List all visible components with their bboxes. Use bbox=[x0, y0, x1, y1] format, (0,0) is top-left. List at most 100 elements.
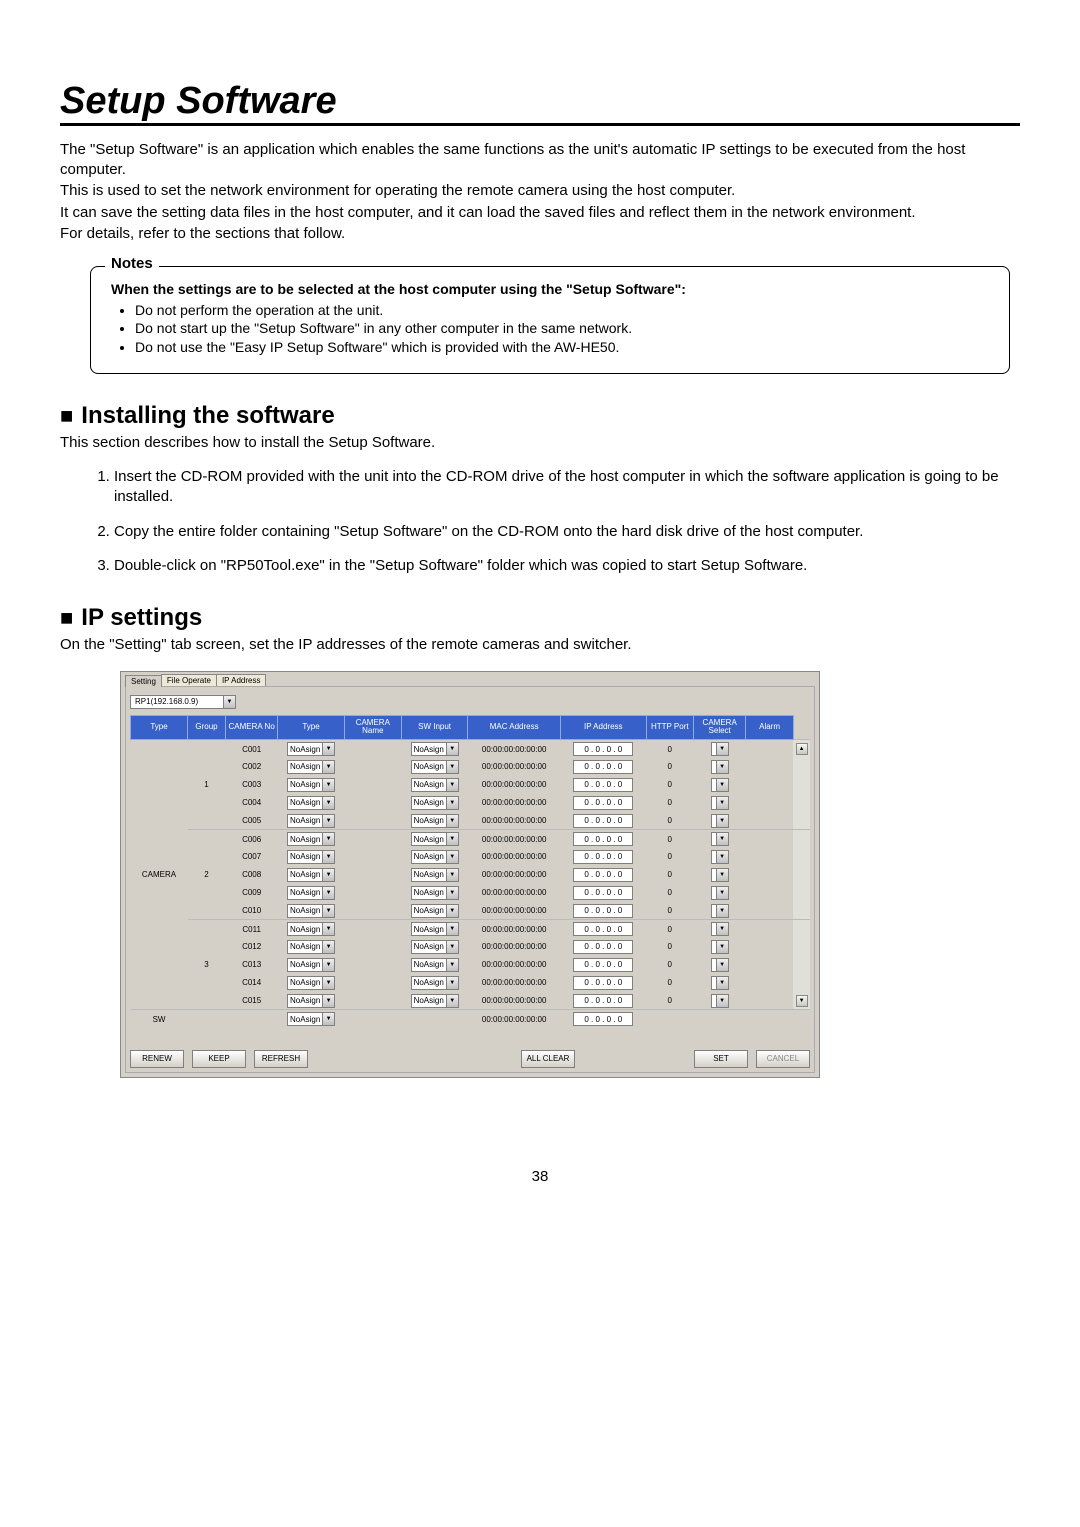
sw-input-select[interactable]: NoAsign▼ bbox=[411, 760, 459, 774]
ip-input[interactable]: 0 . 0 . 0 . 0 bbox=[573, 976, 633, 990]
ip-input[interactable]: 0 . 0 . 0 . 0 bbox=[573, 778, 633, 792]
chevron-down-icon[interactable]: ▼ bbox=[322, 887, 334, 899]
type-select[interactable]: NoAsign▼ bbox=[287, 976, 335, 990]
camera-select[interactable]: ▼ bbox=[711, 760, 729, 774]
chevron-down-icon[interactable]: ▼ bbox=[446, 761, 458, 773]
type-select[interactable]: NoAsign▼ bbox=[287, 904, 335, 918]
sw-input-select[interactable]: NoAsign▼ bbox=[411, 940, 459, 954]
type-select[interactable]: NoAsign▼ bbox=[287, 868, 335, 882]
sw-input-select[interactable]: NoAsign▼ bbox=[411, 994, 459, 1008]
ip-input[interactable]: 0 . 0 . 0 . 0 bbox=[573, 832, 633, 846]
ip-input[interactable]: 0 . 0 . 0 . 0 bbox=[573, 904, 633, 918]
sw-input-select[interactable]: NoAsign▼ bbox=[411, 886, 459, 900]
chevron-down-icon[interactable]: ▼ bbox=[322, 743, 334, 755]
ip-input[interactable]: 0 . 0 . 0 . 0 bbox=[573, 796, 633, 810]
chevron-down-icon[interactable]: ▼ bbox=[446, 977, 458, 989]
chevron-down-icon[interactable]: ▼ bbox=[322, 905, 334, 917]
type-select[interactable]: NoAsign▼ bbox=[287, 922, 335, 936]
chevron-down-icon[interactable]: ▼ bbox=[322, 851, 334, 863]
chevron-down-icon[interactable]: ▼ bbox=[446, 797, 458, 809]
renew-button[interactable]: RENEW bbox=[130, 1050, 184, 1068]
chevron-down-icon[interactable]: ▼ bbox=[716, 743, 728, 755]
chevron-down-icon[interactable]: ▼ bbox=[322, 779, 334, 791]
type-select[interactable]: NoAsign▼ bbox=[287, 1012, 335, 1026]
chevron-down-icon[interactable]: ▼ bbox=[322, 761, 334, 773]
ip-input[interactable]: 0 . 0 . 0 . 0 bbox=[573, 994, 633, 1008]
type-select[interactable]: NoAsign▼ bbox=[287, 796, 335, 810]
camera-select[interactable]: ▼ bbox=[711, 814, 729, 828]
rp-selector[interactable]: RP1(192.168.0.9) ▼ bbox=[130, 695, 236, 709]
chevron-down-icon[interactable]: ▼ bbox=[322, 797, 334, 809]
sw-input-select[interactable]: NoAsign▼ bbox=[411, 796, 459, 810]
camera-select[interactable]: ▼ bbox=[711, 886, 729, 900]
chevron-down-icon[interactable]: ▼ bbox=[716, 977, 728, 989]
ip-input[interactable]: 0 . 0 . 0 . 0 bbox=[573, 814, 633, 828]
camera-select[interactable]: ▼ bbox=[711, 832, 729, 846]
chevron-down-icon[interactable]: ▼ bbox=[446, 941, 458, 953]
chevron-down-icon[interactable]: ▼ bbox=[716, 923, 728, 935]
type-select[interactable]: NoAsign▼ bbox=[287, 742, 335, 756]
chevron-down-icon[interactable]: ▼ bbox=[716, 833, 728, 845]
sw-input-select[interactable]: NoAsign▼ bbox=[411, 958, 459, 972]
type-select[interactable]: NoAsign▼ bbox=[287, 886, 335, 900]
tab-setting[interactable]: Setting bbox=[125, 675, 162, 687]
chevron-down-icon[interactable]: ▼ bbox=[716, 869, 728, 881]
scroll-down-button[interactable]: ▼ bbox=[796, 995, 808, 1007]
sw-input-select[interactable]: NoAsign▼ bbox=[411, 742, 459, 756]
chevron-down-icon[interactable]: ▼ bbox=[446, 869, 458, 881]
camera-select[interactable]: ▼ bbox=[711, 976, 729, 990]
set-button[interactable]: SET bbox=[694, 1050, 748, 1068]
chevron-down-icon[interactable]: ▼ bbox=[322, 869, 334, 881]
tab-file-operate[interactable]: File Operate bbox=[161, 674, 217, 686]
chevron-down-icon[interactable]: ▼ bbox=[446, 995, 458, 1007]
chevron-down-icon[interactable]: ▼ bbox=[322, 995, 334, 1007]
chevron-down-icon[interactable]: ▼ bbox=[446, 851, 458, 863]
refresh-button[interactable]: REFRESH bbox=[254, 1050, 308, 1068]
sw-input-select[interactable]: NoAsign▼ bbox=[411, 850, 459, 864]
camera-select[interactable]: ▼ bbox=[711, 796, 729, 810]
camera-select[interactable]: ▼ bbox=[711, 868, 729, 882]
chevron-down-icon[interactable]: ▼ bbox=[446, 743, 458, 755]
ip-input[interactable]: 0 . 0 . 0 . 0 bbox=[573, 922, 633, 936]
type-select[interactable]: NoAsign▼ bbox=[287, 850, 335, 864]
chevron-down-icon[interactable]: ▼ bbox=[322, 1013, 334, 1025]
sw-input-select[interactable]: NoAsign▼ bbox=[411, 922, 459, 936]
chevron-down-icon[interactable]: ▼ bbox=[446, 959, 458, 971]
sw-input-select[interactable]: NoAsign▼ bbox=[411, 868, 459, 882]
chevron-down-icon[interactable]: ▼ bbox=[716, 959, 728, 971]
chevron-down-icon[interactable]: ▼ bbox=[223, 696, 235, 708]
type-select[interactable]: NoAsign▼ bbox=[287, 958, 335, 972]
type-select[interactable]: NoAsign▼ bbox=[287, 994, 335, 1008]
chevron-down-icon[interactable]: ▼ bbox=[322, 833, 334, 845]
sw-input-select[interactable]: NoAsign▼ bbox=[411, 778, 459, 792]
type-select[interactable]: NoAsign▼ bbox=[287, 814, 335, 828]
chevron-down-icon[interactable]: ▼ bbox=[446, 905, 458, 917]
sw-input-select[interactable]: NoAsign▼ bbox=[411, 904, 459, 918]
ip-input[interactable]: 0 . 0 . 0 . 0 bbox=[573, 742, 633, 756]
chevron-down-icon[interactable]: ▼ bbox=[716, 851, 728, 863]
ip-input[interactable]: 0 . 0 . 0 . 0 bbox=[573, 850, 633, 864]
chevron-down-icon[interactable]: ▼ bbox=[716, 815, 728, 827]
chevron-down-icon[interactable]: ▼ bbox=[322, 959, 334, 971]
chevron-down-icon[interactable]: ▼ bbox=[322, 923, 334, 935]
keep-button[interactable]: KEEP bbox=[192, 1050, 246, 1068]
chevron-down-icon[interactable]: ▼ bbox=[716, 887, 728, 899]
ip-input[interactable]: 0 . 0 . 0 . 0 bbox=[573, 958, 633, 972]
chevron-down-icon[interactable]: ▼ bbox=[446, 887, 458, 899]
camera-select[interactable]: ▼ bbox=[711, 958, 729, 972]
chevron-down-icon[interactable]: ▼ bbox=[322, 977, 334, 989]
sw-input-select[interactable]: NoAsign▼ bbox=[411, 814, 459, 828]
camera-select[interactable]: ▼ bbox=[711, 994, 729, 1008]
ip-input[interactable]: 0 . 0 . 0 . 0 bbox=[573, 868, 633, 882]
chevron-down-icon[interactable]: ▼ bbox=[716, 941, 728, 953]
chevron-down-icon[interactable]: ▼ bbox=[446, 923, 458, 935]
ip-input[interactable]: 0 . 0 . 0 . 0 bbox=[573, 1012, 633, 1026]
camera-select[interactable]: ▼ bbox=[711, 940, 729, 954]
type-select[interactable]: NoAsign▼ bbox=[287, 940, 335, 954]
chevron-down-icon[interactable]: ▼ bbox=[446, 833, 458, 845]
type-select[interactable]: NoAsign▼ bbox=[287, 832, 335, 846]
chevron-down-icon[interactable]: ▼ bbox=[716, 761, 728, 773]
type-select[interactable]: NoAsign▼ bbox=[287, 760, 335, 774]
chevron-down-icon[interactable]: ▼ bbox=[716, 797, 728, 809]
camera-select[interactable]: ▼ bbox=[711, 904, 729, 918]
